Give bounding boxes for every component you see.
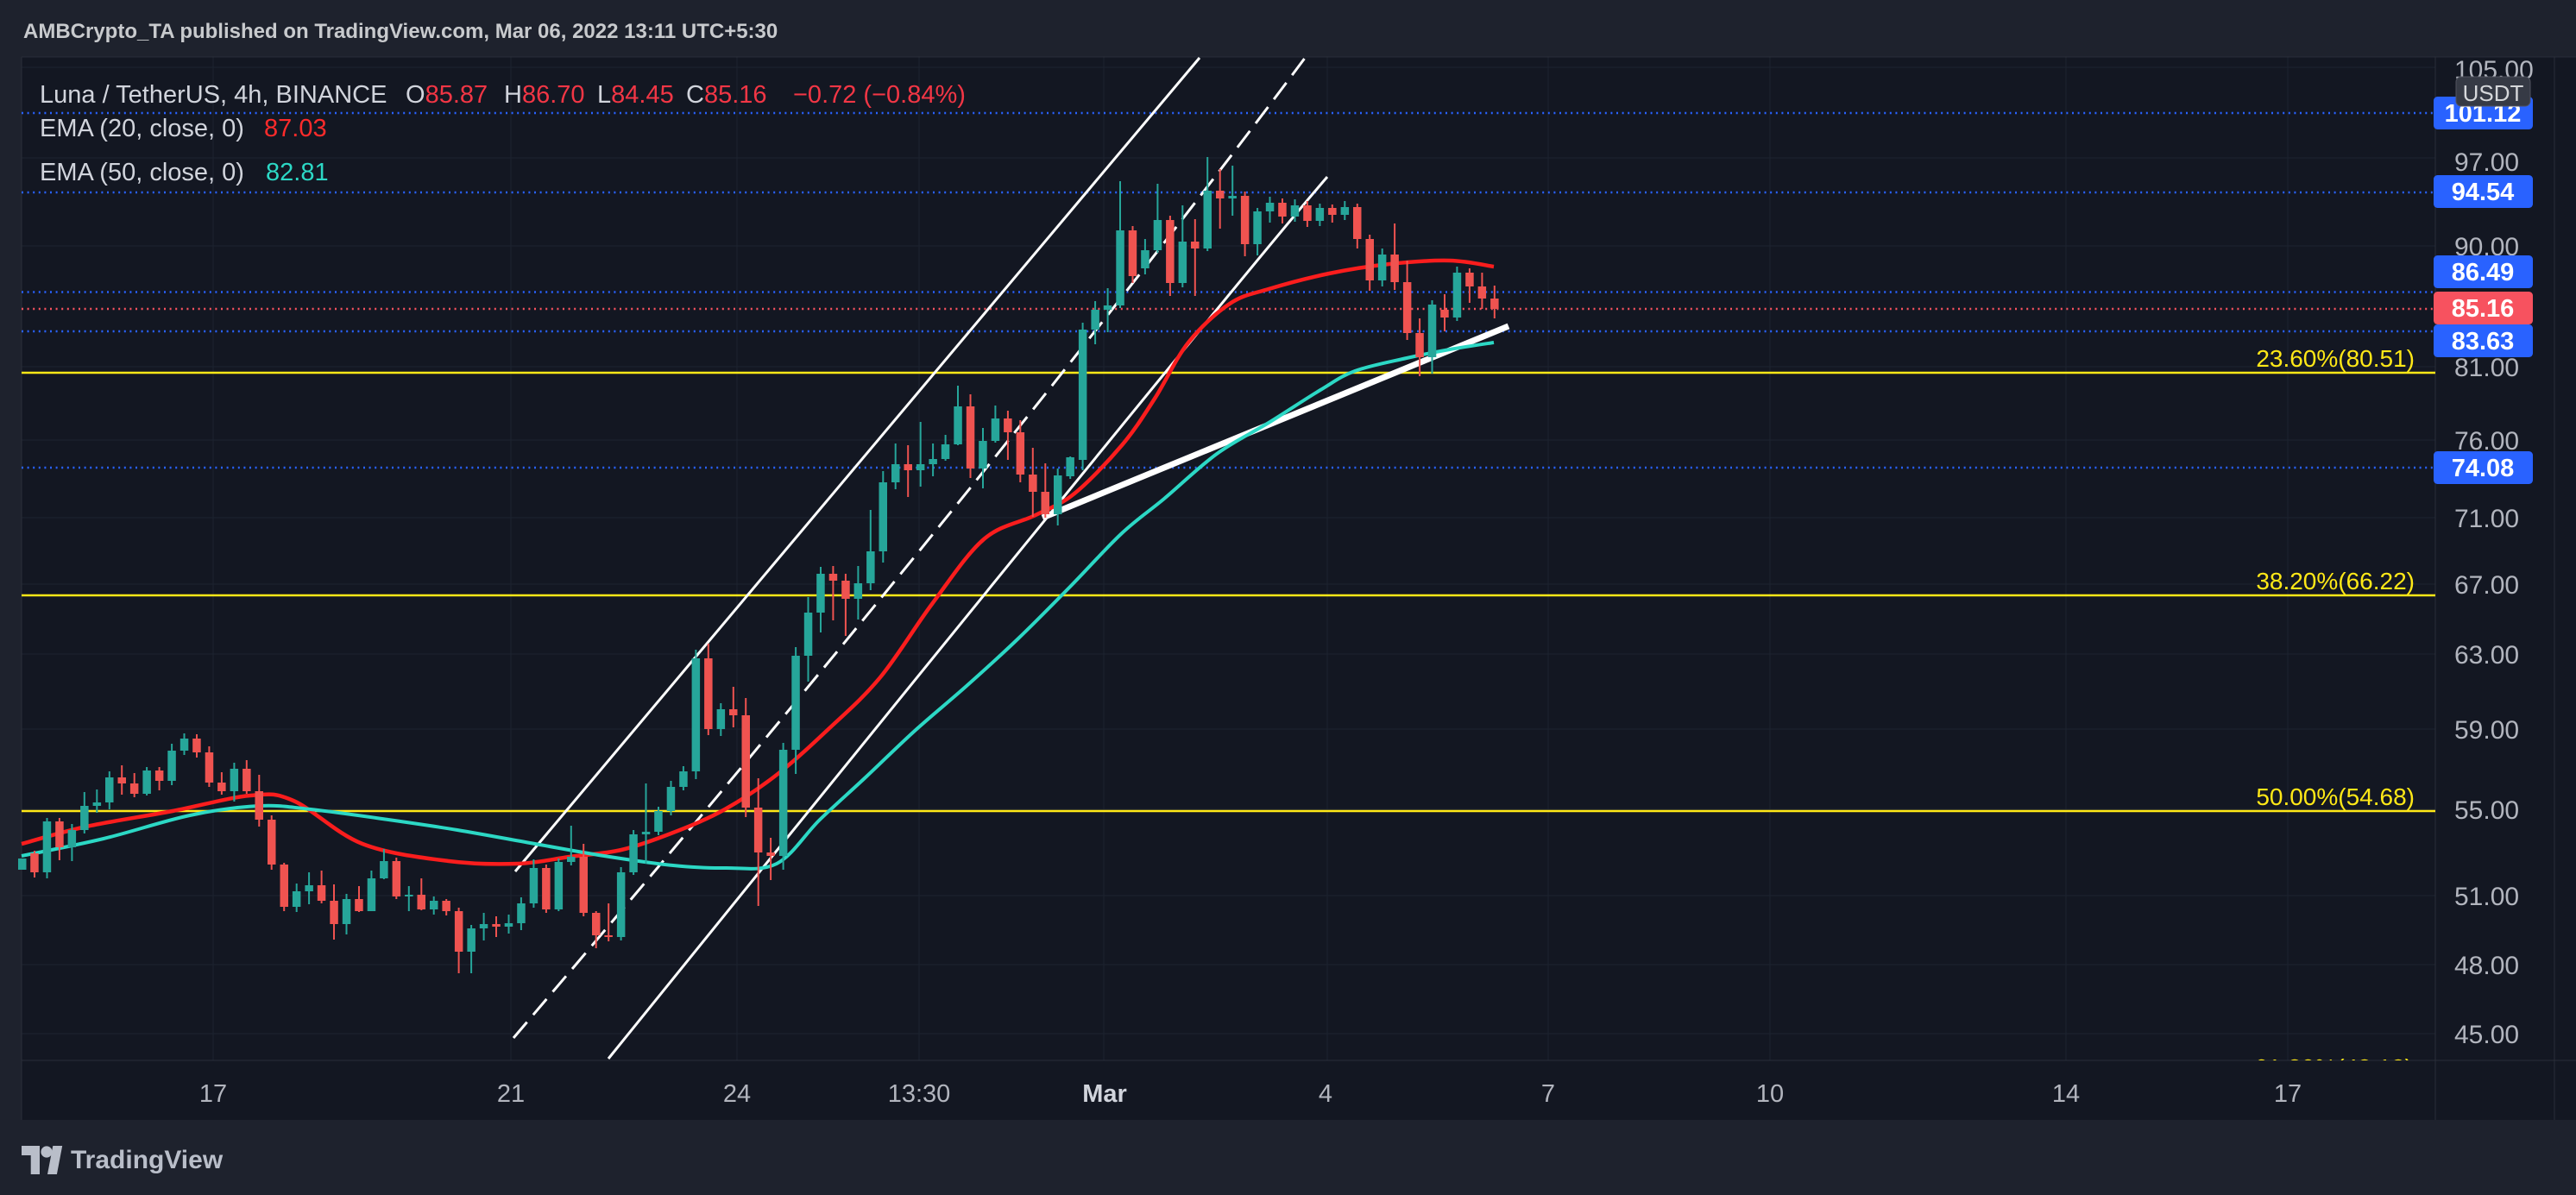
svg-text:24: 24 (723, 1080, 751, 1108)
svg-text:21: 21 (497, 1080, 525, 1108)
svg-text:94.54: 94.54 (2452, 179, 2515, 206)
svg-text:7: 7 (1541, 1080, 1555, 1108)
svg-text:63.00: 63.00 (2454, 641, 2519, 670)
svg-text:55.00: 55.00 (2454, 796, 2519, 825)
svg-text:AMBCrypto_TA published on Trad: AMBCrypto_TA published on TradingView.co… (23, 20, 778, 43)
svg-text:O85.87: O85.87 (406, 81, 488, 109)
svg-text:76.00: 76.00 (2454, 427, 2519, 456)
svg-text:71.00: 71.00 (2454, 505, 2519, 533)
svg-text:23.60%(80.51): 23.60%(80.51) (2256, 345, 2415, 372)
svg-text:TradingView: TradingView (71, 1146, 224, 1174)
svg-text:USDT: USDT (2463, 80, 2524, 106)
svg-text:59.00: 59.00 (2454, 716, 2519, 745)
svg-text:45.00: 45.00 (2454, 1021, 2519, 1049)
svg-text:EMA (50, close, 0): EMA (50, close, 0) (40, 159, 244, 186)
svg-text:97.00: 97.00 (2454, 148, 2519, 177)
svg-text:61.80%(43.13): 61.80%(43.13) (2254, 1054, 2413, 1081)
svg-text:13:30: 13:30 (888, 1080, 951, 1108)
svg-text:87.03: 87.03 (264, 115, 327, 142)
svg-text:C85.16: C85.16 (686, 81, 767, 109)
svg-text:50.00%(54.68): 50.00%(54.68) (2256, 783, 2415, 810)
svg-text:67.00: 67.00 (2454, 571, 2519, 600)
svg-text:−0.72 (−0.84%): −0.72 (−0.84%) (793, 81, 966, 109)
svg-text:38.20%(66.22): 38.20%(66.22) (2256, 568, 2415, 594)
svg-text:74.08: 74.08 (2452, 455, 2515, 482)
svg-text:H86.70: H86.70 (504, 81, 585, 109)
svg-text:82.81: 82.81 (266, 159, 329, 186)
svg-text:L84.45: L84.45 (597, 81, 674, 109)
svg-text:17: 17 (2274, 1080, 2302, 1108)
svg-text:Luna / TetherUS, 4h, BINANCE: Luna / TetherUS, 4h, BINANCE (40, 81, 387, 109)
svg-text:48.00: 48.00 (2454, 952, 2519, 980)
svg-text:51.00: 51.00 (2454, 883, 2519, 911)
svg-text:EMA (20, close, 0): EMA (20, close, 0) (40, 115, 244, 142)
svg-text:17: 17 (199, 1080, 227, 1108)
svg-text:83.63: 83.63 (2452, 328, 2515, 355)
svg-text:10: 10 (1756, 1080, 1784, 1108)
svg-text:86.49: 86.49 (2452, 259, 2515, 286)
svg-text:85.16: 85.16 (2452, 295, 2515, 323)
svg-text:81.00: 81.00 (2454, 354, 2519, 382)
svg-text:14: 14 (2052, 1080, 2080, 1108)
svg-text:Mar: Mar (1082, 1080, 1127, 1108)
svg-text:4: 4 (1319, 1080, 1332, 1108)
